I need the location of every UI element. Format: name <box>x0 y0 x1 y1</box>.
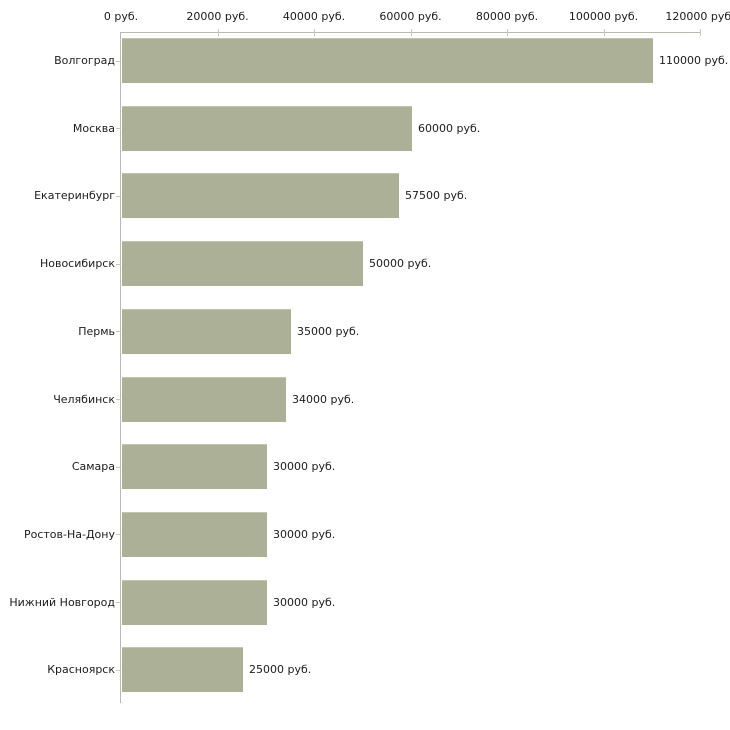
y-tick-mark <box>116 534 121 536</box>
y-tick-mark <box>116 466 121 468</box>
category-label: Нижний Новгород <box>9 595 115 609</box>
x-tick-mark <box>314 29 315 36</box>
category-label: Екатеринбург <box>34 189 115 203</box>
y-tick-mark <box>116 195 121 197</box>
x-tick-mark <box>700 29 701 36</box>
value-label: 30000 руб. <box>273 460 336 474</box>
value-label: 57500 руб. <box>405 189 468 203</box>
category-label: Красноярск <box>47 663 115 677</box>
category-label: Ростов-На-Дону <box>23 527 115 541</box>
y-tick-mark <box>116 128 121 130</box>
x-tick-mark <box>410 29 412 36</box>
bar <box>122 38 653 83</box>
x-tick-label: 100000 руб. <box>568 10 639 23</box>
value-label: 34000 руб. <box>292 392 355 406</box>
bar <box>122 511 267 557</box>
x-tick-label: 20000 руб. <box>186 10 249 23</box>
y-tick-mark <box>116 669 121 671</box>
category-label: Москва <box>72 121 115 135</box>
bar <box>122 241 363 287</box>
category-label: Волгоград <box>54 54 115 67</box>
x-tick-label: 0 руб. <box>103 10 139 23</box>
value-label: 30000 руб. <box>273 595 336 609</box>
bar <box>122 308 291 354</box>
x-tick-mark <box>603 29 605 36</box>
category-label: Новосибирск <box>39 257 115 271</box>
bar <box>122 444 267 490</box>
y-axis-line <box>120 32 121 703</box>
value-label: 110000 руб. <box>659 54 729 67</box>
value-label: 25000 руб. <box>249 663 312 677</box>
y-tick-mark <box>116 399 121 400</box>
bar <box>122 173 399 219</box>
bar <box>122 647 243 693</box>
bar <box>122 579 267 625</box>
y-tick-mark <box>116 602 121 604</box>
y-tick-mark <box>116 60 121 62</box>
value-label: 60000 руб. <box>418 121 481 135</box>
y-tick-mark <box>116 263 121 265</box>
category-label: Самара <box>71 460 115 474</box>
value-label: 35000 руб. <box>297 324 360 338</box>
bar <box>122 105 412 151</box>
x-tick-label: 60000 руб. <box>379 10 442 23</box>
category-label: Челябинск <box>53 392 115 406</box>
x-tick-mark <box>217 29 219 36</box>
bar <box>122 376 286 422</box>
y-tick-mark <box>116 331 121 333</box>
x-tick-mark <box>507 29 508 36</box>
category-label: Пермь <box>78 324 115 338</box>
value-label: 50000 руб. <box>369 257 432 271</box>
x-tick-label: 120000 руб. <box>665 10 730 23</box>
value-label: 30000 руб. <box>273 527 336 541</box>
x-tick-label: 80000 руб. <box>475 10 539 23</box>
x-tick-label: 40000 руб. <box>282 10 346 23</box>
